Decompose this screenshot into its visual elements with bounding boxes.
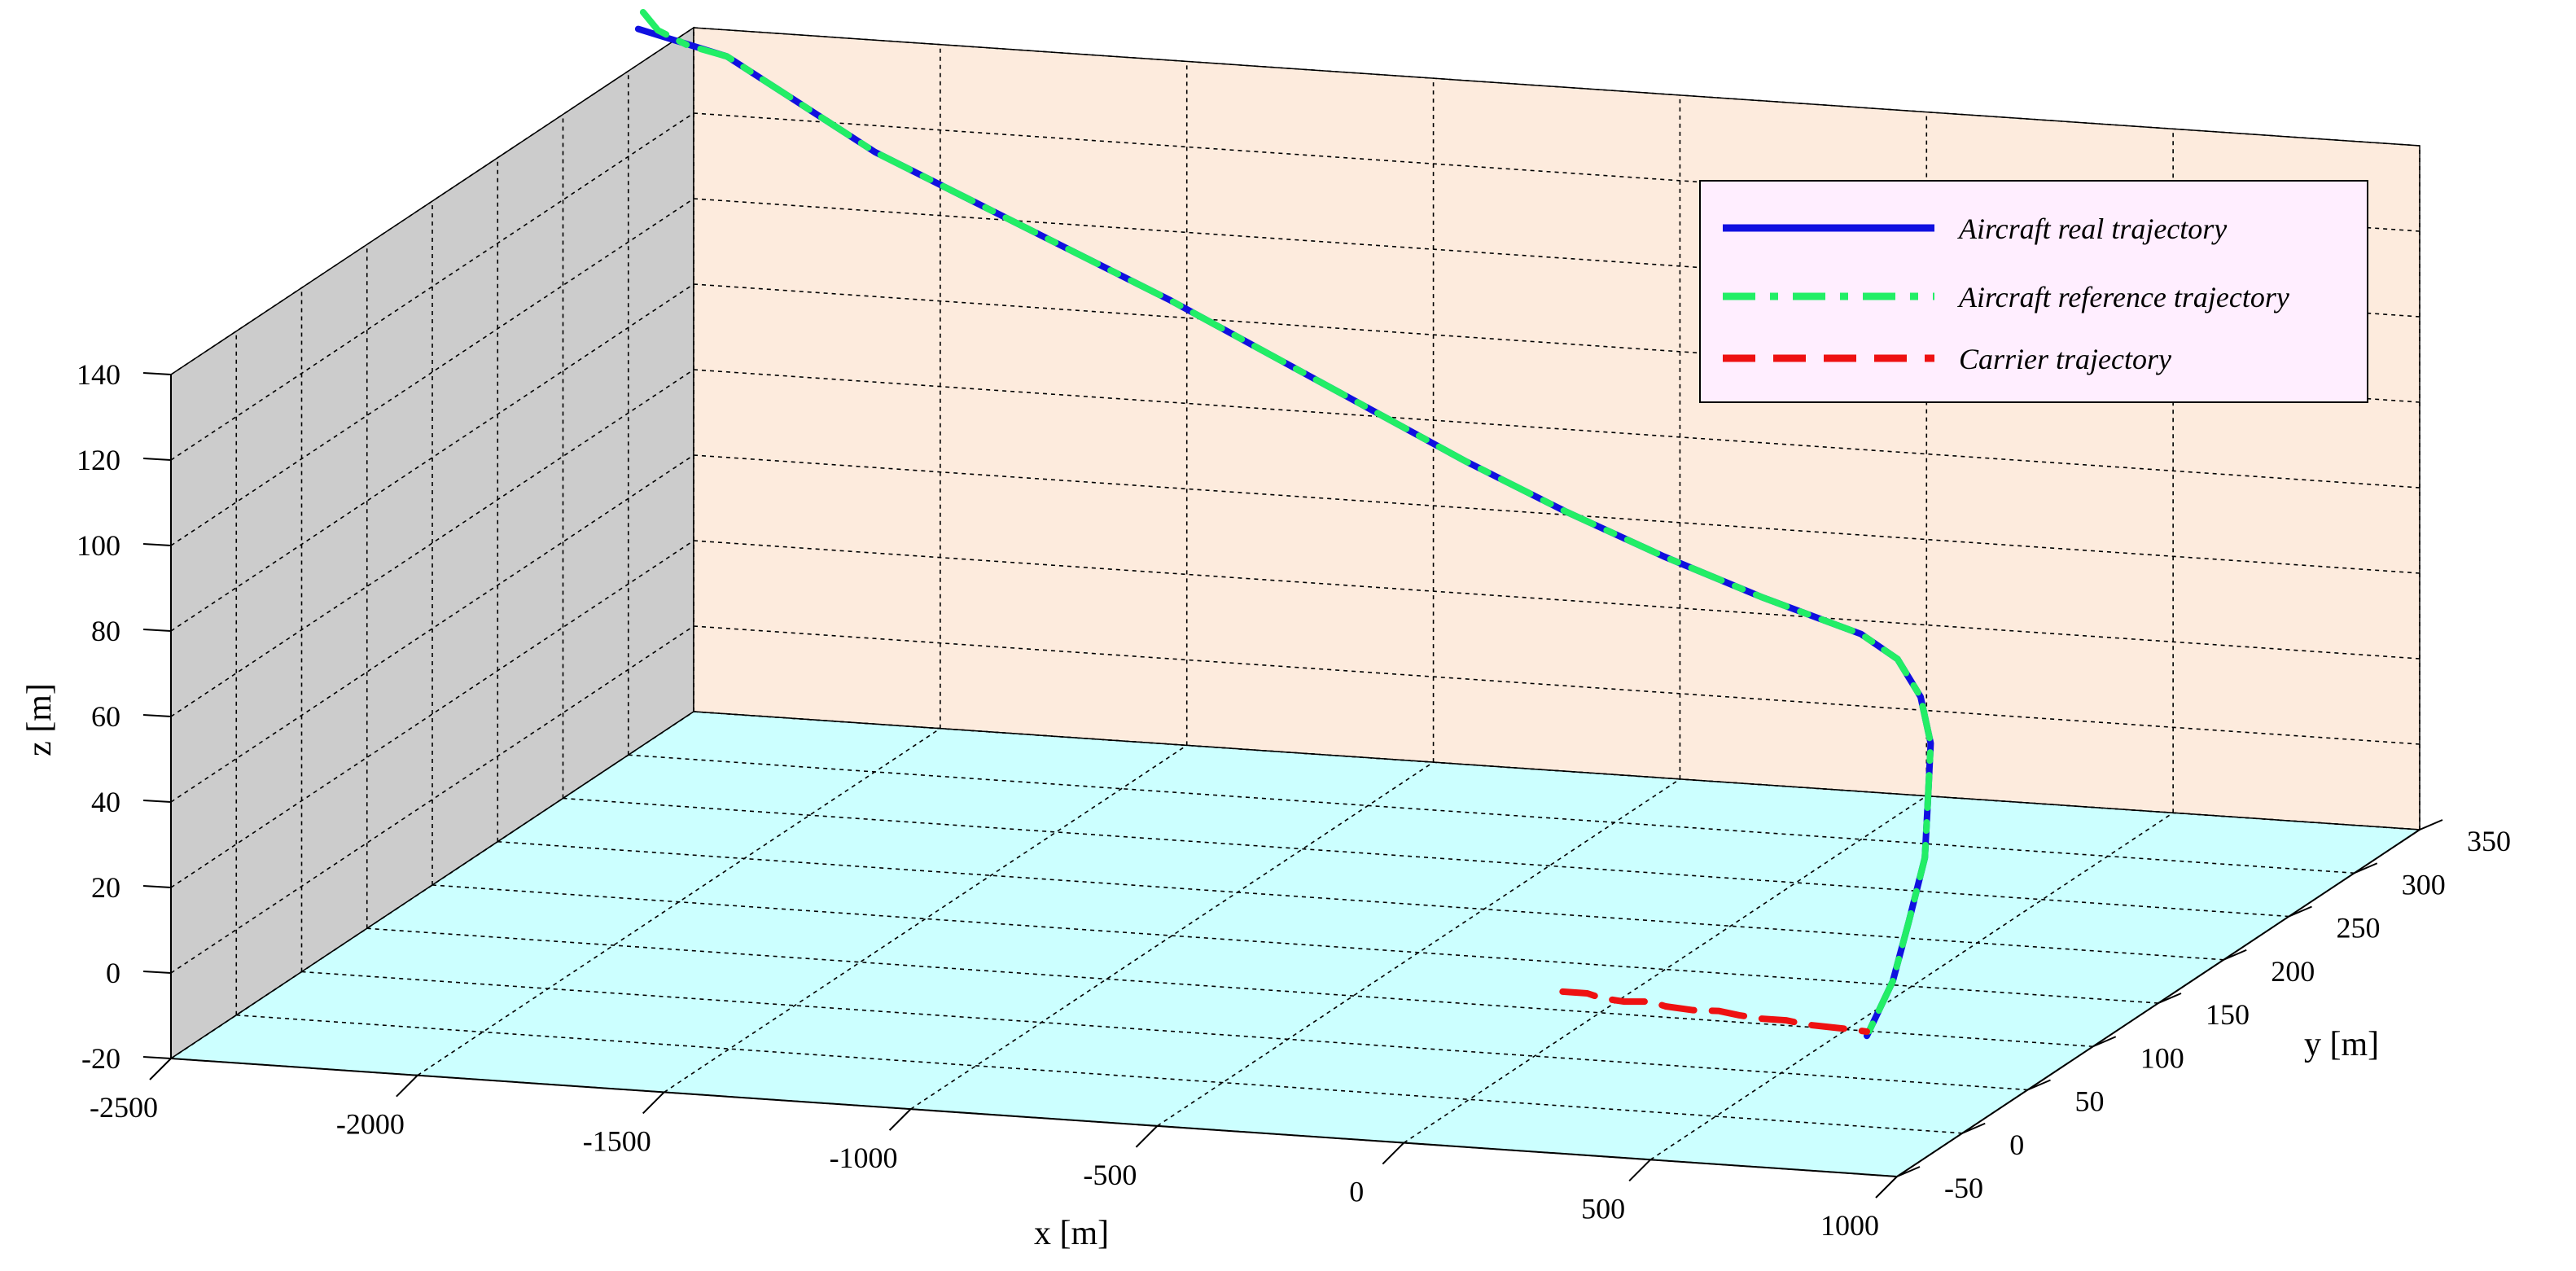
z-tick bbox=[142, 800, 172, 803]
y-tick-label: 150 bbox=[2206, 998, 2250, 1031]
grid-line bbox=[170, 283, 694, 632]
z-tick bbox=[142, 885, 172, 888]
series-line-carrier bbox=[1559, 988, 1870, 1035]
grid-line bbox=[170, 27, 694, 375]
x-tick bbox=[1628, 1159, 1651, 1181]
grid-line bbox=[693, 540, 2420, 660]
x-tick bbox=[888, 1108, 912, 1131]
legend-label-real: Aircraft real trajectory bbox=[1957, 213, 2227, 245]
z-tick-label: 60 bbox=[91, 700, 120, 733]
x-tick-label: -1000 bbox=[830, 1142, 898, 1174]
z-tick bbox=[142, 1056, 172, 1059]
y-tick-label: 350 bbox=[2467, 825, 2511, 857]
y-axis-label: y [m] bbox=[2304, 1026, 2379, 1063]
z-tick bbox=[142, 629, 172, 632]
y-tick-label: 300 bbox=[2402, 868, 2446, 901]
x-tick-label: 500 bbox=[1581, 1192, 1625, 1225]
x-tick-label: -500 bbox=[1083, 1159, 1137, 1191]
x-tick bbox=[1135, 1125, 1159, 1148]
y-tick bbox=[1896, 1166, 1921, 1177]
y-tick bbox=[2289, 905, 2312, 918]
x-tick-label: -2500 bbox=[90, 1091, 158, 1124]
grid-line bbox=[563, 797, 2289, 918]
x-axis-line bbox=[170, 1058, 1898, 1177]
y-tick bbox=[2158, 993, 2182, 1004]
grid-line bbox=[366, 927, 2093, 1048]
z-tick-label: 0 bbox=[106, 957, 120, 989]
z-tick-label: 100 bbox=[77, 529, 120, 562]
grid-line bbox=[693, 625, 2420, 745]
legend: Aircraft real trajectory Aircraft refere… bbox=[1699, 180, 2368, 403]
x-tick bbox=[642, 1091, 665, 1115]
y-tick-label: 0 bbox=[2009, 1129, 2024, 1161]
y-tick-label: 100 bbox=[2140, 1041, 2184, 1074]
x-tick-label: -2000 bbox=[336, 1108, 405, 1141]
z-tick-label: 140 bbox=[77, 358, 120, 391]
z-tick-label: 120 bbox=[77, 444, 120, 476]
z-tick bbox=[142, 458, 172, 461]
x-tick bbox=[149, 1058, 172, 1080]
x-tick-label: 1000 bbox=[1820, 1209, 1879, 1242]
series-lines bbox=[634, 9, 1934, 1040]
grid-line bbox=[301, 971, 2028, 1091]
grid-line bbox=[664, 744, 1188, 1093]
y-tick-label: 200 bbox=[2271, 955, 2315, 988]
z-tick-label: -20 bbox=[81, 1042, 120, 1075]
grid-line bbox=[693, 369, 2420, 489]
y-tick-label: -50 bbox=[1944, 1172, 1983, 1204]
grid-line bbox=[1649, 812, 2174, 1160]
grid-line bbox=[170, 454, 694, 803]
grid-line bbox=[497, 840, 2224, 961]
grid-line bbox=[693, 454, 2420, 574]
x-tick bbox=[1875, 1176, 1898, 1199]
y-tick-label: 50 bbox=[2075, 1085, 2105, 1118]
grid-line bbox=[236, 1014, 1963, 1134]
grid-line bbox=[1156, 778, 1680, 1127]
grid-line bbox=[1403, 795, 1927, 1144]
z-tick bbox=[142, 543, 172, 546]
grid-line bbox=[628, 754, 2355, 874]
z-tick bbox=[142, 971, 172, 974]
grid-line bbox=[170, 540, 694, 888]
legend-box bbox=[1699, 180, 2368, 403]
grid-line bbox=[170, 369, 694, 717]
x-tick bbox=[396, 1075, 418, 1098]
grid-line bbox=[170, 711, 694, 1059]
grid-line bbox=[693, 27, 2420, 147]
grid-line bbox=[170, 112, 694, 461]
legend-label-reference: Aircraft reference trajectory bbox=[1957, 281, 2289, 313]
y-tick bbox=[2354, 862, 2378, 874]
legend-label-carrier: Carrier trajectory bbox=[1959, 343, 2171, 375]
z-tick-label: 40 bbox=[91, 786, 120, 818]
z-tick bbox=[142, 372, 172, 375]
grid-line bbox=[432, 884, 2159, 1004]
grid-lines bbox=[170, 27, 2420, 1177]
grid-line bbox=[170, 625, 694, 974]
grid-line bbox=[170, 198, 694, 546]
x-tick-label: -1500 bbox=[583, 1124, 651, 1157]
tick-labels: -2500-2000-1500-1000-50005001000-5005010… bbox=[77, 358, 2511, 1242]
grid-line bbox=[417, 728, 941, 1076]
grid-line bbox=[693, 711, 2420, 831]
z-axis-label: z [m] bbox=[21, 683, 59, 756]
y-tick bbox=[2223, 949, 2247, 961]
x-tick bbox=[1382, 1142, 1404, 1165]
y-tick bbox=[1961, 1122, 1986, 1134]
series-line-aircraft-reference bbox=[639, 9, 1934, 1040]
grid-line bbox=[910, 761, 1435, 1110]
y-tick bbox=[2419, 819, 2443, 831]
x-tick-label: 0 bbox=[1349, 1176, 1364, 1208]
z-tick bbox=[142, 714, 172, 717]
z-tick-label: 80 bbox=[91, 615, 120, 647]
x-axis-label: x [m] bbox=[1034, 1215, 1109, 1252]
y-tick-label: 250 bbox=[2337, 912, 2381, 944]
y-tick bbox=[2092, 1036, 2117, 1048]
y-tick bbox=[2027, 1079, 2051, 1091]
z-tick-label: 20 bbox=[91, 871, 120, 904]
